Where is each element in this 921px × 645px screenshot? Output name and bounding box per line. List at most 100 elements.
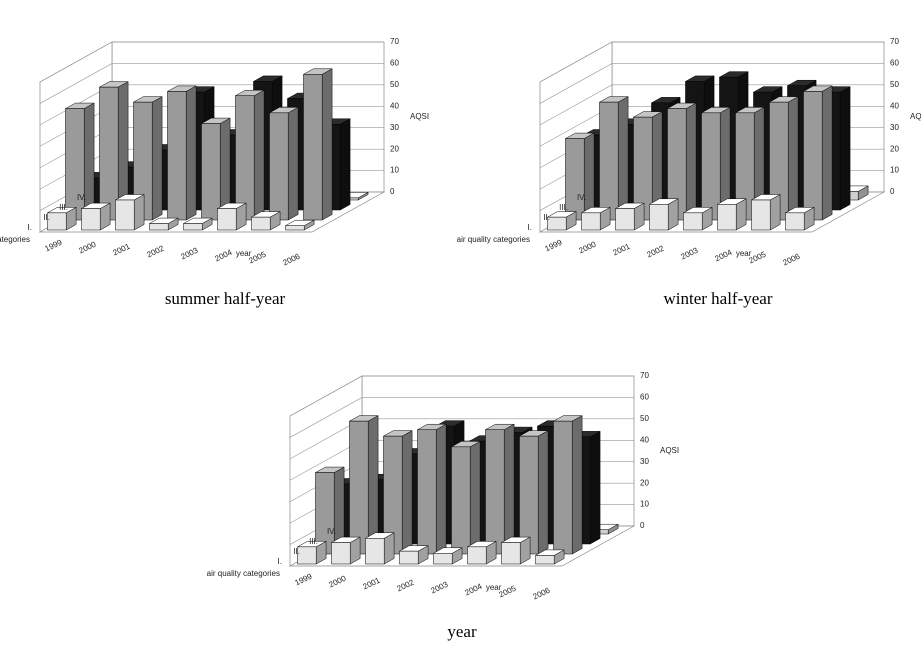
caption: summer half-year xyxy=(165,289,286,308)
bar-side xyxy=(339,118,351,211)
legend-label: I. xyxy=(528,223,532,232)
x-axis-label: year xyxy=(486,583,502,592)
bar-front xyxy=(803,91,823,221)
bar xyxy=(580,206,612,231)
bar-front xyxy=(785,212,805,231)
bar-side xyxy=(435,423,447,555)
bar xyxy=(98,81,130,221)
bar xyxy=(466,540,498,565)
x-tick-label: 2001 xyxy=(611,242,631,258)
x-tick-label: 2003 xyxy=(429,580,449,596)
bar xyxy=(648,198,680,231)
legend-label: I. xyxy=(278,557,282,566)
y-tick-label: 70 xyxy=(890,37,899,46)
bar xyxy=(330,536,362,565)
legend-label: IV. xyxy=(77,193,86,202)
bar xyxy=(148,217,180,231)
bar xyxy=(500,536,532,565)
x-tick-label: 2000 xyxy=(577,240,597,256)
bar-front xyxy=(235,95,255,221)
bar-front xyxy=(183,223,203,231)
x-tick-label: 2004 xyxy=(713,248,733,264)
bar xyxy=(182,217,214,231)
x-tick-label: 2004 xyxy=(213,248,233,264)
bar-side xyxy=(321,68,333,221)
bar-front xyxy=(65,108,85,221)
bar xyxy=(216,202,248,231)
x-tick-label: 2002 xyxy=(645,244,665,260)
bar xyxy=(296,540,328,565)
x-tick-label: 2000 xyxy=(77,240,97,256)
bar-front xyxy=(201,123,221,221)
bar-front xyxy=(701,112,721,221)
bar xyxy=(80,202,112,231)
y-tick-label: 40 xyxy=(390,101,399,110)
bar-front xyxy=(81,208,101,231)
bar xyxy=(432,547,464,565)
y-tick-label: 40 xyxy=(640,435,649,444)
z-axis-label: air quality categories xyxy=(0,235,30,244)
y-tick-label: 20 xyxy=(390,144,399,153)
chart: 0 10 20 30 40 50 60 70 AQSI 1999 2000 2001 2002 2003 2… xyxy=(0,37,429,308)
bar-front xyxy=(417,429,437,555)
bar xyxy=(564,132,596,221)
bar-front xyxy=(285,225,305,231)
bar-side xyxy=(401,430,413,555)
bar-side xyxy=(503,423,515,555)
bar-front xyxy=(501,542,521,565)
bar-front xyxy=(451,446,471,555)
bar-side xyxy=(583,132,595,221)
y-axis-label: AQSI xyxy=(910,112,921,121)
z-axis-label: air quality categories xyxy=(457,235,530,244)
bar xyxy=(802,85,834,221)
bar-front xyxy=(649,204,669,231)
bar-side xyxy=(685,102,697,221)
bar-front xyxy=(269,112,289,221)
bar xyxy=(546,211,578,231)
y-tick-label: 10 xyxy=(890,166,899,175)
x-tick-label: 2006 xyxy=(531,586,551,602)
bar-front xyxy=(717,204,737,231)
x-axis-label: year xyxy=(736,249,752,258)
y-tick-label: 30 xyxy=(640,457,649,466)
legend-label: III. xyxy=(559,203,568,212)
legend-label: I. xyxy=(28,223,32,232)
caption: year xyxy=(447,622,477,641)
bar-side xyxy=(787,96,799,221)
bar-side xyxy=(83,102,95,221)
bar-front xyxy=(251,216,271,231)
x-tick-label: 2002 xyxy=(395,578,415,594)
chart: 0 10 20 30 40 50 60 70 AQSI 1999 2000 2001 2002 2003 2… xyxy=(457,37,921,308)
bar xyxy=(364,532,396,565)
bar xyxy=(132,96,164,221)
bar-front xyxy=(149,223,169,231)
bar xyxy=(302,68,334,221)
bar xyxy=(382,430,414,555)
x-tick-label: 2000 xyxy=(327,574,347,590)
bar xyxy=(284,219,316,231)
caption: winter half-year xyxy=(663,289,772,308)
x-tick-label: 1999 xyxy=(543,238,563,254)
y-tick-label: 40 xyxy=(890,101,899,110)
bar-side xyxy=(151,96,163,221)
bar-front xyxy=(167,91,187,221)
bar xyxy=(614,202,646,231)
bar-front xyxy=(303,74,323,221)
bar-front xyxy=(349,420,369,555)
y-tick-label: 0 xyxy=(640,521,645,530)
legend-label: II. xyxy=(543,213,550,222)
bar-front xyxy=(683,212,703,231)
bar-side xyxy=(253,89,265,221)
y-tick-label: 30 xyxy=(390,123,399,132)
bar-front xyxy=(547,216,567,231)
y-tick-label: 60 xyxy=(890,59,899,68)
bar-front xyxy=(217,208,237,231)
bar-front xyxy=(365,538,385,565)
y-tick-label: 70 xyxy=(640,371,649,380)
legend-label: III. xyxy=(309,537,318,546)
bar-front xyxy=(467,546,487,565)
bar-side xyxy=(571,415,583,555)
bar-side xyxy=(469,440,481,555)
y-tick-label: 10 xyxy=(390,166,399,175)
